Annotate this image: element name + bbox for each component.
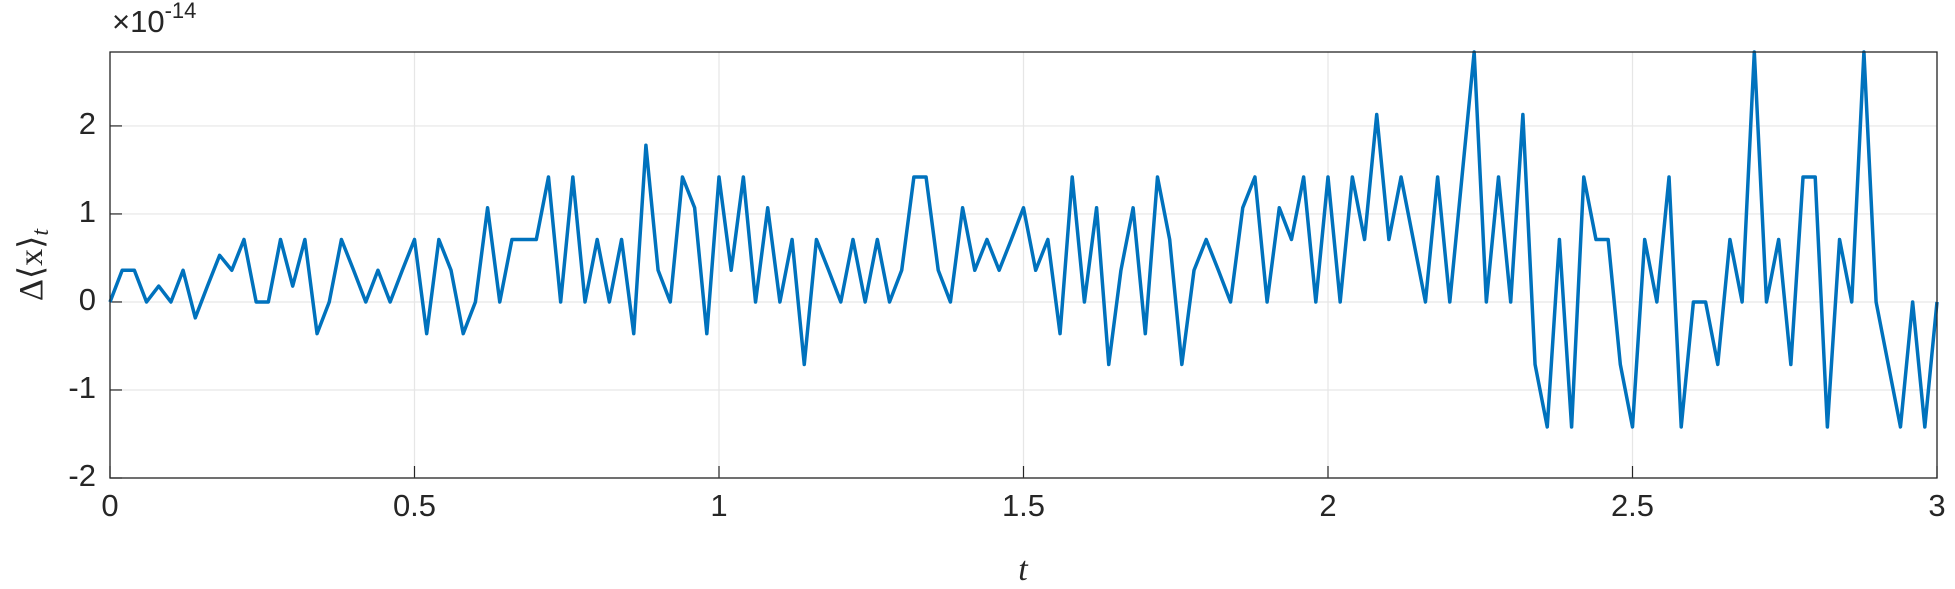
x-tick-label: 1.5 [1002,488,1045,523]
y-tick-label: -2 [68,458,96,493]
y-tick-label: 0 [79,282,96,317]
x-axis-label: t [1018,551,1029,588]
x-tick-label: 1 [710,488,727,523]
x-tick-label: 2.5 [1611,488,1654,523]
data-line [108,50,1939,429]
axes-box [109,51,1938,479]
y-tick-label: 2 [79,106,96,141]
y-tick-label: 1 [79,194,96,229]
y-exponent-power: -14 [165,0,197,23]
y-axis-label-subscript: t [28,228,54,236]
y-tick-label: -1 [68,370,96,405]
y-axis-label: Δ⟨x⟩t [13,228,54,301]
x-tick-label: 0.5 [393,488,436,523]
y-exponent-base: ×10 [112,4,165,39]
x-tick-label: 0 [101,488,118,523]
x-tick-label: 2 [1319,488,1336,523]
y-axis-label-main: Δ⟨x⟩ [13,236,50,301]
y-exponent: ×10-14 [112,0,196,39]
x-tick-label: 3 [1928,488,1945,523]
